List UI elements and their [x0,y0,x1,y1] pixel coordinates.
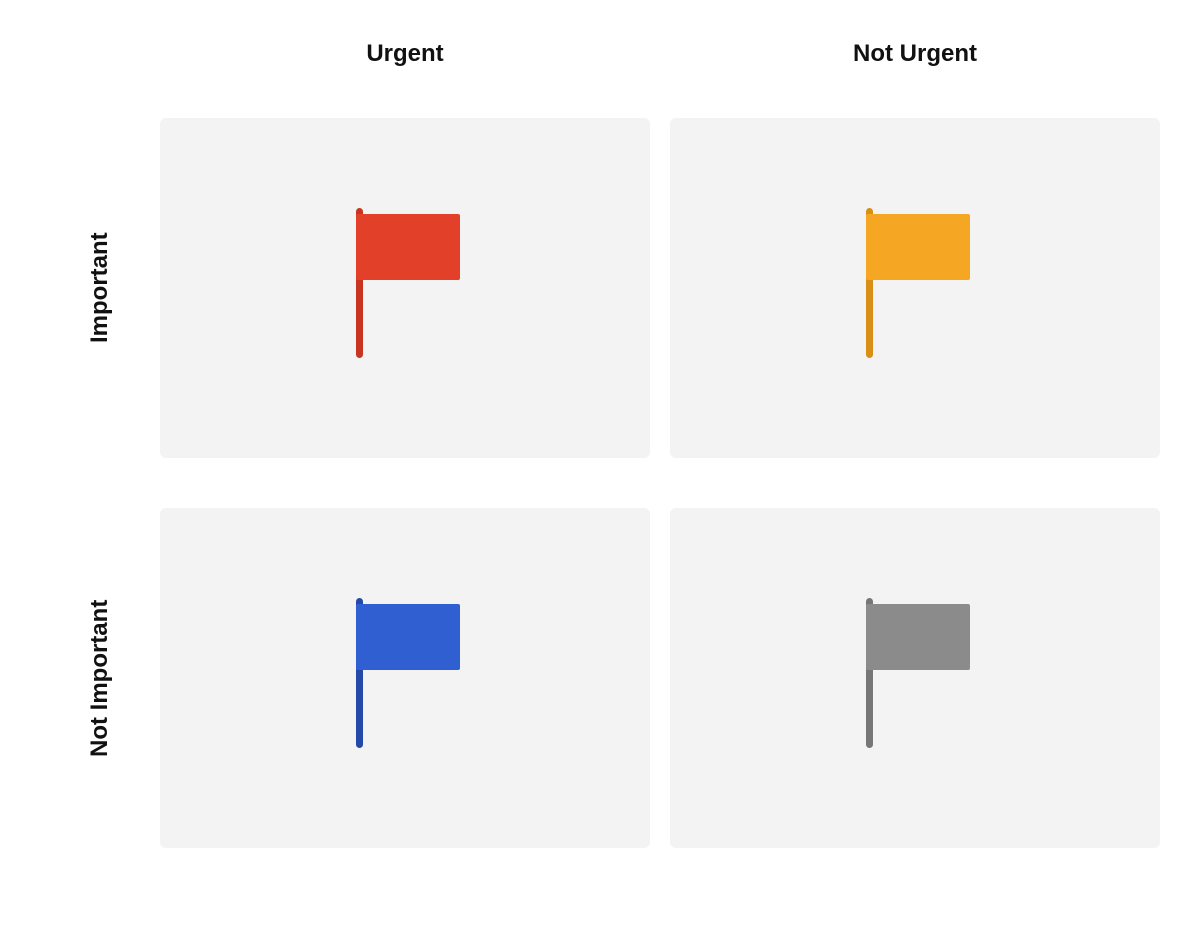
row-header-not-important: Not Important [60,508,140,848]
flag-rect [356,214,460,280]
cell-not-urgent-not-important [670,508,1160,848]
flag-icon [350,208,460,358]
eisenhower-matrix: Urgent Not Urgent Important Not Importan… [60,40,1160,848]
flag-icon [860,598,970,748]
cell-urgent-important [160,118,650,458]
flag-icon [350,598,460,748]
flag-rect [866,604,970,670]
column-header-urgent: Urgent [160,40,650,68]
flag-rect [866,214,970,280]
column-headers: Urgent Not Urgent [60,40,1160,68]
cell-urgent-not-important [160,508,650,848]
matrix-grid: Important Not Important [60,118,1160,848]
cell-not-urgent-important [670,118,1160,458]
flag-rect [356,604,460,670]
flag-icon [860,208,970,358]
row-header-important: Important [60,118,140,458]
column-header-not-urgent: Not Urgent [670,40,1160,68]
